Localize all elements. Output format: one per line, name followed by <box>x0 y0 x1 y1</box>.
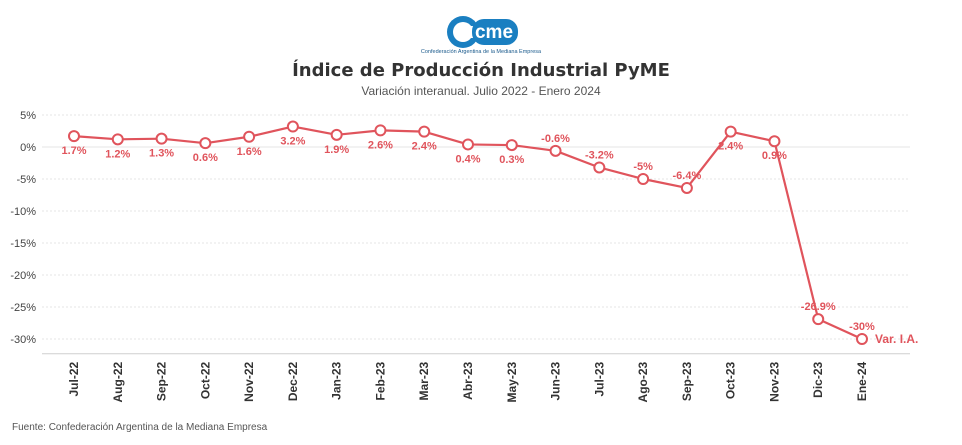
data-point <box>637 173 650 185</box>
data-label: -26.9% <box>801 301 836 313</box>
data-label: -6.4% <box>673 170 702 182</box>
x-tick-label: May-23 <box>505 361 519 402</box>
data-point <box>724 125 737 138</box>
data-point <box>68 130 80 143</box>
data-point <box>856 333 868 345</box>
x-tick-label: Mar-23 <box>417 361 431 400</box>
data-label: -5% <box>633 161 653 173</box>
data-label: 0.4% <box>455 153 480 165</box>
y-tick-label: -30% <box>10 334 36 346</box>
x-tick-label: Nov-22 <box>242 361 256 401</box>
x-tick-label: Feb-23 <box>373 361 387 400</box>
data-point <box>593 161 606 174</box>
x-tick-label: Sep-22 <box>155 361 169 401</box>
data-label: 1.3% <box>149 148 174 160</box>
data-point <box>199 137 212 150</box>
data-label: 2.6% <box>368 139 393 151</box>
data-point <box>768 135 781 148</box>
x-tick-label: Ago-23 <box>636 361 650 402</box>
x-tick-label: Oct-23 <box>724 361 738 399</box>
chart-subtitle: Variación interanual. Julio 2022 - Enero… <box>361 84 601 98</box>
data-point <box>418 125 431 138</box>
x-tick-label: Dic-23 <box>811 361 825 397</box>
source-note: Fuente: Confederación Argentina de la Me… <box>12 422 268 433</box>
x-tick-label: Oct-22 <box>198 361 212 399</box>
data-point <box>549 144 562 157</box>
data-label: 2.4% <box>718 141 743 153</box>
x-tick-label: Jul-23 <box>592 361 606 396</box>
data-label: 0.6% <box>193 152 218 164</box>
data-label: -0.6% <box>541 133 570 145</box>
data-point <box>374 124 387 137</box>
data-point <box>462 138 474 151</box>
x-tick-label: Jul-22 <box>67 361 81 396</box>
line-chart: 5% 0% -5% -10% -15% -20% -25% -30% Jul-22 Aug-22 S… <box>10 110 918 402</box>
y-tick-label: -25% <box>10 302 36 314</box>
data-point <box>680 181 693 194</box>
data-point <box>505 139 518 152</box>
data-label: 1.9% <box>324 144 349 156</box>
y-tick-label: -20% <box>10 270 36 282</box>
y-tick-label: 0% <box>20 142 36 154</box>
data-point <box>111 133 124 146</box>
data-point <box>243 130 256 143</box>
data-point <box>286 120 299 133</box>
x-tick-label: Abr-23 <box>461 361 475 399</box>
series-name-label: Var. I.A. <box>875 332 918 346</box>
data-label: 1.7% <box>61 145 86 157</box>
chart-title: Índice de Producción Industrial PyME <box>292 60 670 81</box>
data-point <box>812 313 825 326</box>
x-tick-label: Sep-23 <box>680 361 694 401</box>
y-tick-label: -15% <box>10 238 36 250</box>
data-label: -3.2% <box>585 149 614 161</box>
logo-wordmark: cme <box>475 22 513 43</box>
x-tick-label: Aug-22 <box>111 361 125 402</box>
data-label: -30% <box>849 321 875 333</box>
data-label: 2.4% <box>412 141 437 153</box>
data-label: 3.2% <box>280 136 305 148</box>
y-tick-label: 5% <box>20 110 36 122</box>
data-label: 1.2% <box>105 148 130 160</box>
y-tick-label: -5% <box>16 174 36 186</box>
y-tick-label: -10% <box>10 206 36 218</box>
x-tick-label: Dec-22 <box>286 361 300 401</box>
x-tick-label: Jun-23 <box>549 361 563 400</box>
data-point <box>155 132 168 145</box>
data-label: 1.6% <box>237 146 262 158</box>
x-tick-label: Nov-23 <box>767 361 781 401</box>
logo-tagline: Confederación Argentina de la Mediana Em… <box>421 49 542 55</box>
data-label: 0.9% <box>762 150 787 162</box>
data-label: 0.3% <box>499 154 524 166</box>
cme-logo: cme Confederación Argentina de la Median… <box>0 6 962 56</box>
data-point <box>330 128 343 141</box>
cme-logo-mark: cme <box>447 16 518 48</box>
x-tick-label: Ene-24 <box>855 361 869 401</box>
x-tick-label: Jan-23 <box>330 361 344 399</box>
